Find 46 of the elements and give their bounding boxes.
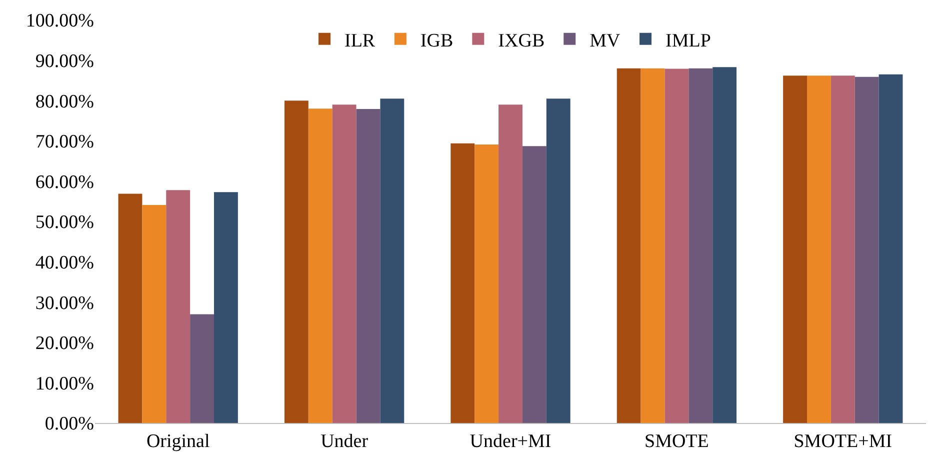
bar <box>166 190 190 423</box>
y-tick-label: 0.00% <box>44 414 94 435</box>
legend-label: MV <box>590 30 621 52</box>
legend-label: IMLP <box>666 30 711 52</box>
legend-label: IXGB <box>498 30 545 52</box>
x-tick-label: Under <box>320 430 369 452</box>
legend-label: ILR <box>344 30 376 52</box>
x-tick-label: Under+MI <box>470 430 552 452</box>
bar <box>332 104 356 423</box>
bar <box>878 74 903 423</box>
x-tick-label: Original <box>146 430 210 452</box>
y-tick-label: 20.00% <box>35 333 94 354</box>
bar <box>616 68 641 423</box>
bar <box>830 76 855 423</box>
y-tick-label: 90.00% <box>35 50 94 72</box>
y-tick-label: 70.00% <box>35 132 94 153</box>
bar <box>807 76 831 423</box>
bar <box>783 76 807 423</box>
bar <box>640 68 665 423</box>
bar <box>450 143 475 423</box>
bar <box>356 109 380 423</box>
y-tick-label: 40.00% <box>35 252 94 274</box>
bar <box>308 108 332 423</box>
bar <box>688 68 713 423</box>
bar <box>498 104 522 423</box>
bar <box>118 194 142 423</box>
bar <box>474 144 499 423</box>
y-tick-label: 100.00% <box>26 10 94 32</box>
bar <box>142 204 166 423</box>
bar <box>380 98 404 423</box>
bar <box>522 146 546 423</box>
bar <box>664 68 689 423</box>
y-tick-label: 80.00% <box>35 91 94 112</box>
x-tick-label: SMOTE <box>644 430 709 452</box>
y-tick-label: 10.00% <box>35 373 94 394</box>
bar <box>546 98 570 423</box>
bar <box>214 192 238 423</box>
bar <box>854 76 879 423</box>
y-tick-label: 60.00% <box>35 172 94 193</box>
x-tick-label: SMOTE+MI <box>794 430 892 452</box>
y-tick-label: 50.00% <box>35 212 94 234</box>
legend-label: IGB <box>420 30 454 52</box>
y-tick-label: 30.00% <box>35 292 94 314</box>
bar <box>190 314 214 423</box>
bar <box>284 100 308 423</box>
bar <box>712 67 737 423</box>
